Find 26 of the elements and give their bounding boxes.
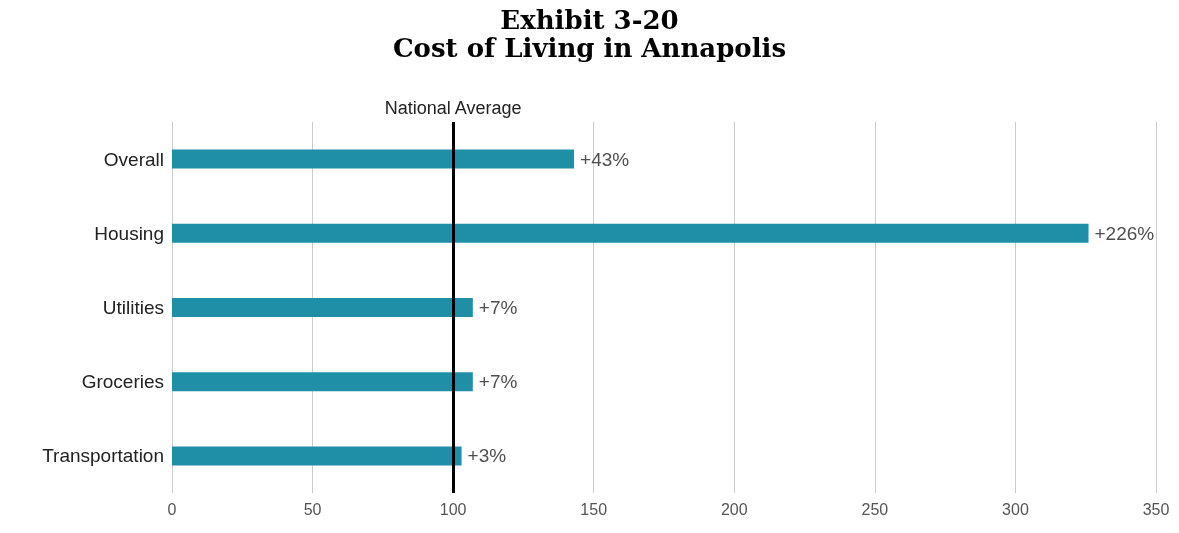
x-tick-label: 0 xyxy=(167,500,177,518)
y-tick-label: Transportation xyxy=(42,445,164,467)
x-tick-label: 150 xyxy=(580,500,608,518)
x-tick-label: 200 xyxy=(720,500,748,518)
chart-subtitle: Cost of Living in Annapolis xyxy=(392,33,787,63)
annotation: +3% xyxy=(467,445,507,467)
chart-title: Exhibit 3-20 xyxy=(500,5,679,35)
annotation: +7% xyxy=(478,371,518,393)
x-tick-label: 300 xyxy=(1002,500,1029,518)
x-tick-label: 50 xyxy=(303,500,322,518)
y-tick-label: Utilities xyxy=(102,297,164,318)
bar xyxy=(172,149,575,169)
bar xyxy=(172,372,473,392)
y-tick-label: Overall xyxy=(103,148,164,170)
bar xyxy=(172,298,473,317)
annotation: +43% xyxy=(580,148,630,170)
annotation: +226% xyxy=(1094,222,1155,244)
annotation: +7% xyxy=(478,297,518,318)
ref-line-label: National Average xyxy=(384,98,522,118)
x-tick-label: 250 xyxy=(861,500,889,518)
y-tick-label: Groceries xyxy=(81,371,164,393)
bar xyxy=(172,446,462,466)
bar xyxy=(172,223,1089,243)
x-tick-label: 100 xyxy=(439,500,467,518)
x-tick-label: 350 xyxy=(1142,500,1170,518)
y-tick-label: Housing xyxy=(94,222,164,244)
